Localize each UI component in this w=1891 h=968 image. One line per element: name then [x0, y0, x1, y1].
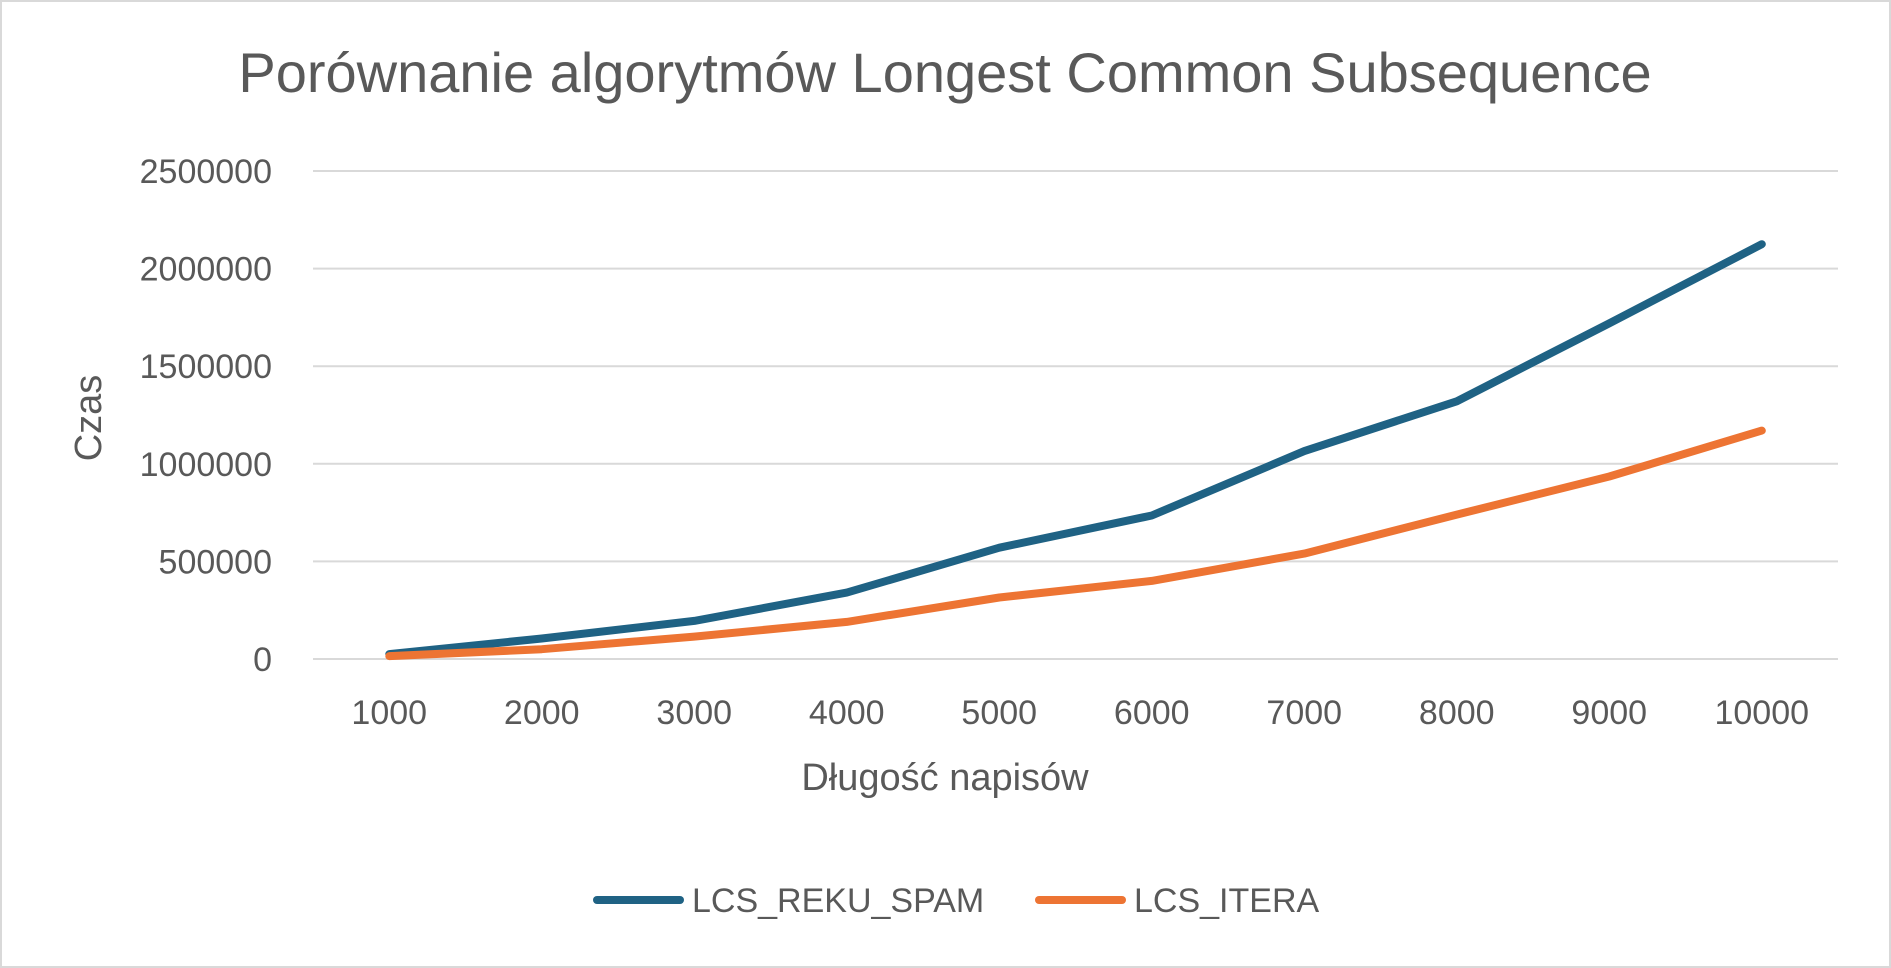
data-point: [1303, 553, 1305, 555]
x-tick-label: 5000: [961, 694, 1037, 732]
data-point: [998, 597, 1000, 599]
data-point: [1456, 514, 1458, 516]
y-axis-ticks: 0 500000 1000000 1500000 2000000 2500000: [140, 153, 272, 679]
legend-item-lcs-reku-spam: LCS_REKU_SPAM: [593, 882, 984, 920]
data-point: [1303, 450, 1305, 452]
y-axis-title: Czas: [68, 375, 110, 462]
x-axis-title: Długość napisów: [801, 757, 1089, 799]
series-lines: [385, 240, 1766, 661]
series-line-lcs-itera: [385, 426, 1766, 661]
data-point: [846, 592, 848, 594]
x-tick-label: 1000: [351, 694, 427, 732]
data-point: [1761, 430, 1763, 432]
x-tick-label: 3000: [656, 694, 732, 732]
x-tick-label: 8000: [1419, 694, 1495, 732]
legend: LCS_REKU_SPAM LCS_ITERA: [593, 882, 1319, 920]
data-point: [998, 547, 1000, 549]
x-tick-label: 9000: [1571, 694, 1647, 732]
x-axis-ticks: 1000 2000 3000 4000 5000 6000 7000 8000 9000 1000…: [351, 694, 1809, 732]
data-point: [541, 648, 543, 650]
series-line-lcs-reku-spam: [385, 240, 1766, 659]
y-tick-label: 2500000: [140, 153, 272, 191]
data-point: [1608, 475, 1610, 477]
data-point: [1761, 243, 1763, 245]
legend-label: LCS_REKU_SPAM: [692, 882, 984, 920]
x-tick-label: 7000: [1266, 694, 1342, 732]
data-point: [388, 655, 390, 657]
data-point: [693, 620, 695, 622]
y-tick-label: 2000000: [140, 251, 272, 289]
x-tick-label: 6000: [1114, 694, 1190, 732]
data-point: [1151, 580, 1153, 582]
x-tick-label: 4000: [809, 694, 885, 732]
data-point: [846, 621, 848, 623]
data-point: [1151, 515, 1153, 517]
y-tick-label: 1500000: [140, 348, 272, 386]
y-tick-label: 1000000: [140, 446, 272, 484]
y-tick-label: 0: [253, 641, 272, 679]
data-point: [541, 638, 543, 640]
y-tick-label: 500000: [159, 543, 272, 581]
data-point: [1608, 322, 1610, 324]
data-point: [1456, 400, 1458, 402]
legend-item-lcs-itera: LCS_ITERA: [1035, 882, 1319, 920]
x-tick-label: 10000: [1714, 694, 1809, 732]
gridlines: [313, 170, 1838, 660]
legend-label: LCS_ITERA: [1134, 882, 1319, 920]
data-point: [693, 636, 695, 638]
x-tick-label: 2000: [504, 694, 580, 732]
chart-title: Porównanie algorytmów Longest Common Sub…: [238, 41, 1651, 104]
